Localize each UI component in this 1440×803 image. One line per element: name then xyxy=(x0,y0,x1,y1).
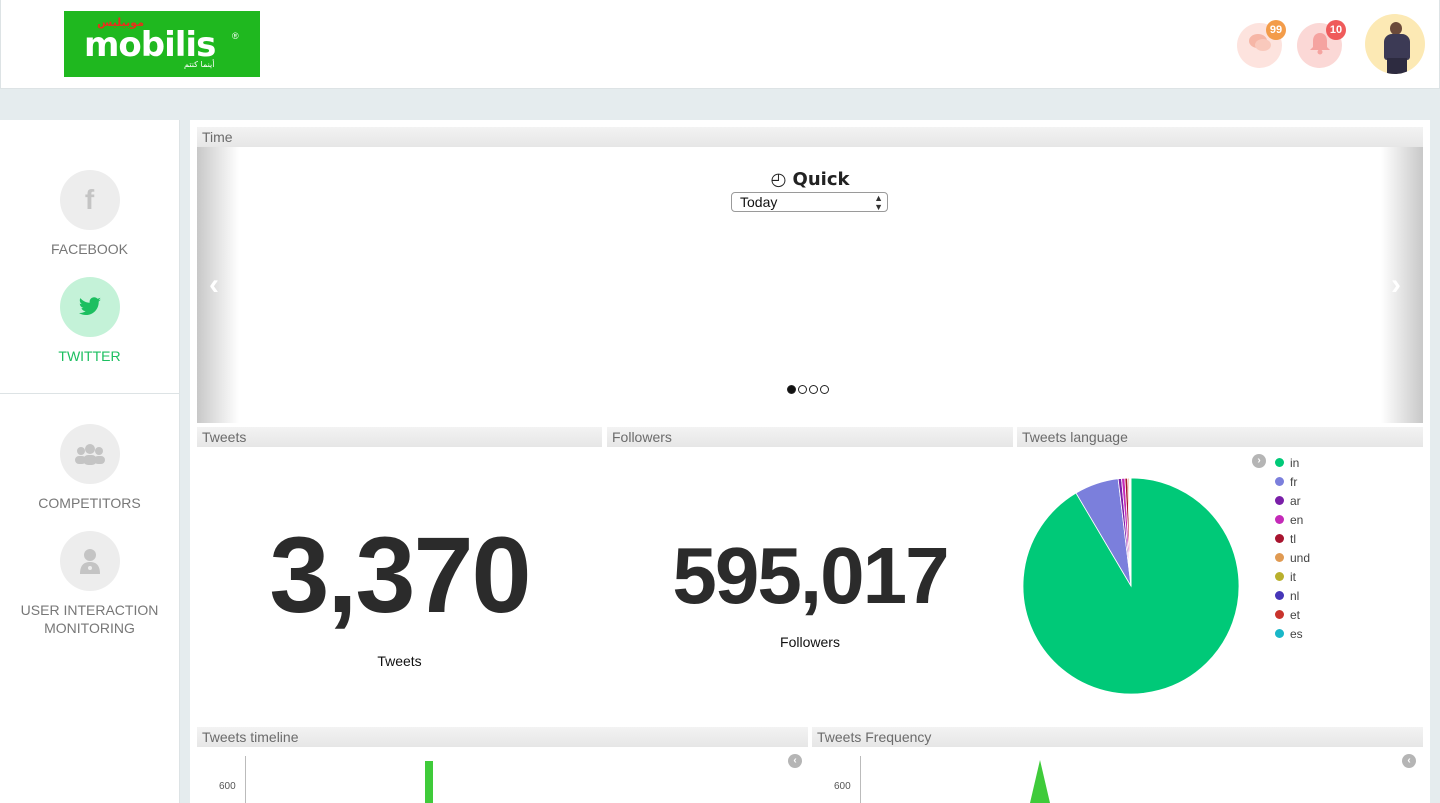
label-line-1: USER INTERACTION xyxy=(20,602,159,618)
followers-count: 595,017 xyxy=(672,531,949,620)
legend-swatch xyxy=(1275,496,1284,505)
legend-label: es xyxy=(1290,626,1303,641)
legend-swatch xyxy=(1275,610,1284,619)
legend-swatch xyxy=(1275,534,1284,543)
timeline-tick-label: 600 xyxy=(219,781,236,792)
legend-item-und[interactable]: und xyxy=(1275,548,1310,567)
carousel-dot[interactable] xyxy=(809,385,818,394)
legend-item-nl[interactable]: nl xyxy=(1275,586,1310,605)
notifications-button[interactable]: 10 xyxy=(1297,20,1346,68)
sidebar: f FACEBOOK TWITTER COMPETITORS USER INTE… xyxy=(0,120,180,803)
messages-badge: 99 xyxy=(1266,20,1286,40)
legend-item-et[interactable]: et xyxy=(1275,605,1310,624)
logo-word: mobilis xyxy=(84,25,216,65)
quick-label: Quick xyxy=(792,169,850,190)
followers-panel-title: Followers xyxy=(607,427,1013,447)
mobilis-logo[interactable]: موبيليس mobilis ® أينما كنتم xyxy=(64,11,260,77)
quick-range-select[interactable]: Today ▲ ▼ xyxy=(731,192,888,212)
legend-swatch xyxy=(1275,553,1284,562)
frequency-toggle-button[interactable]: ‹ xyxy=(1402,754,1416,768)
bell-icon xyxy=(1309,31,1331,61)
legend-swatch xyxy=(1275,515,1284,524)
followers-caption: Followers xyxy=(780,634,840,650)
tweets-count: 3,370 xyxy=(269,514,531,635)
legend-toggle-button[interactable]: › xyxy=(1252,454,1266,468)
legend-item-tl[interactable]: tl xyxy=(1275,529,1310,548)
timeline-bar xyxy=(425,761,433,803)
frequency-tick-label: 600 xyxy=(834,781,851,792)
legend-item-ar[interactable]: ar xyxy=(1275,491,1310,510)
carousel-dot[interactable] xyxy=(820,385,829,394)
sidebar-item-competitors[interactable]: COMPETITORS xyxy=(0,424,179,512)
legend-swatch xyxy=(1275,629,1284,638)
sidebar-item-label: USER INTERACTION MONITORING xyxy=(0,601,179,637)
top-bar: موبيليس mobilis ® أينما كنتم 99 10 xyxy=(0,0,1440,89)
chevron-right-icon: › xyxy=(1391,268,1401,301)
user-avatar[interactable] xyxy=(1365,14,1425,74)
twitter-icon xyxy=(59,277,120,337)
logo-registered-mark: ® xyxy=(232,31,239,41)
legend-swatch xyxy=(1275,591,1284,600)
legend-label: en xyxy=(1290,512,1304,527)
carousel-indicators xyxy=(787,385,829,394)
legend-label: in xyxy=(1290,455,1300,470)
frequency-area xyxy=(1030,760,1050,803)
sidebar-item-label: TWITTER xyxy=(58,348,121,364)
legend-label: fr xyxy=(1290,474,1298,489)
time-carousel: ‹ › ◴ Quick Today ▲ ▼ xyxy=(197,147,1423,423)
language-panel-title: Tweets language xyxy=(1017,427,1423,447)
sidebar-item-label: FACEBOOK xyxy=(50,241,129,257)
sidebar-item-twitter[interactable]: TWITTER xyxy=(0,277,179,365)
legend-label: nl xyxy=(1290,588,1300,603)
select-arrows-icon: ▲ ▼ xyxy=(874,193,883,212)
legend-label: tl xyxy=(1290,531,1296,546)
legend-label: et xyxy=(1290,607,1301,622)
label-line-2: MONITORING xyxy=(44,620,135,636)
timeline-y-axis xyxy=(245,756,246,803)
carousel-prev[interactable]: ‹ xyxy=(197,147,239,423)
legend-item-it[interactable]: it xyxy=(1275,567,1310,586)
tweets-panel-title: Tweets xyxy=(197,427,602,447)
tweets-caption: Tweets xyxy=(377,653,422,669)
legend-label: und xyxy=(1290,550,1311,565)
dashboard-main: Time ‹ › ◴ Quick Today ▲ ▼ Tweets 3,370 T… xyxy=(190,120,1430,803)
legend-item-in[interactable]: in xyxy=(1275,453,1310,472)
legend-label: ar xyxy=(1290,493,1301,508)
language-pie-chart xyxy=(1022,477,1240,695)
logo-arabic-text: موبيليس xyxy=(97,16,144,29)
messages-button[interactable]: 99 xyxy=(1237,20,1286,68)
quick-heading: ◴ Quick xyxy=(197,169,1423,190)
carousel-dot[interactable] xyxy=(798,385,807,394)
legend-item-es[interactable]: es xyxy=(1275,624,1310,643)
group-icon xyxy=(59,424,120,484)
legend-swatch xyxy=(1275,477,1284,486)
facebook-icon: f xyxy=(59,170,120,230)
legend-swatch xyxy=(1275,572,1284,581)
quick-range-value: Today xyxy=(740,194,778,210)
legend-item-fr[interactable]: fr xyxy=(1275,472,1310,491)
carousel-next[interactable]: › xyxy=(1381,147,1423,423)
sidebar-item-user-interaction[interactable]: USER INTERACTION MONITORING xyxy=(0,531,179,637)
legend-label: it xyxy=(1290,569,1296,584)
clock-icon: ◴ xyxy=(770,169,787,190)
sidebar-divider xyxy=(0,393,179,394)
frequency-panel-title: Tweets Frequency xyxy=(812,727,1423,747)
timeline-panel-title: Tweets timeline xyxy=(197,727,808,747)
legend-swatch xyxy=(1275,458,1284,467)
language-legend: in fr ar en tl und it nl et es xyxy=(1275,453,1310,643)
legend-item-en[interactable]: en xyxy=(1275,510,1310,529)
doctor-icon xyxy=(59,531,120,591)
chevron-left-icon: ‹ xyxy=(209,268,219,301)
time-panel-title: Time xyxy=(197,127,1423,147)
frequency-y-axis xyxy=(860,756,861,803)
logo-tagline: أينما كنتم xyxy=(184,60,215,69)
chat-icon xyxy=(1248,33,1272,59)
timeline-toggle-button[interactable]: ‹ xyxy=(788,754,802,768)
carousel-dot[interactable] xyxy=(787,385,796,394)
notifications-badge: 10 xyxy=(1326,20,1346,40)
sidebar-item-label: COMPETITORS xyxy=(38,495,141,511)
sidebar-item-facebook[interactable]: f FACEBOOK xyxy=(0,170,179,258)
